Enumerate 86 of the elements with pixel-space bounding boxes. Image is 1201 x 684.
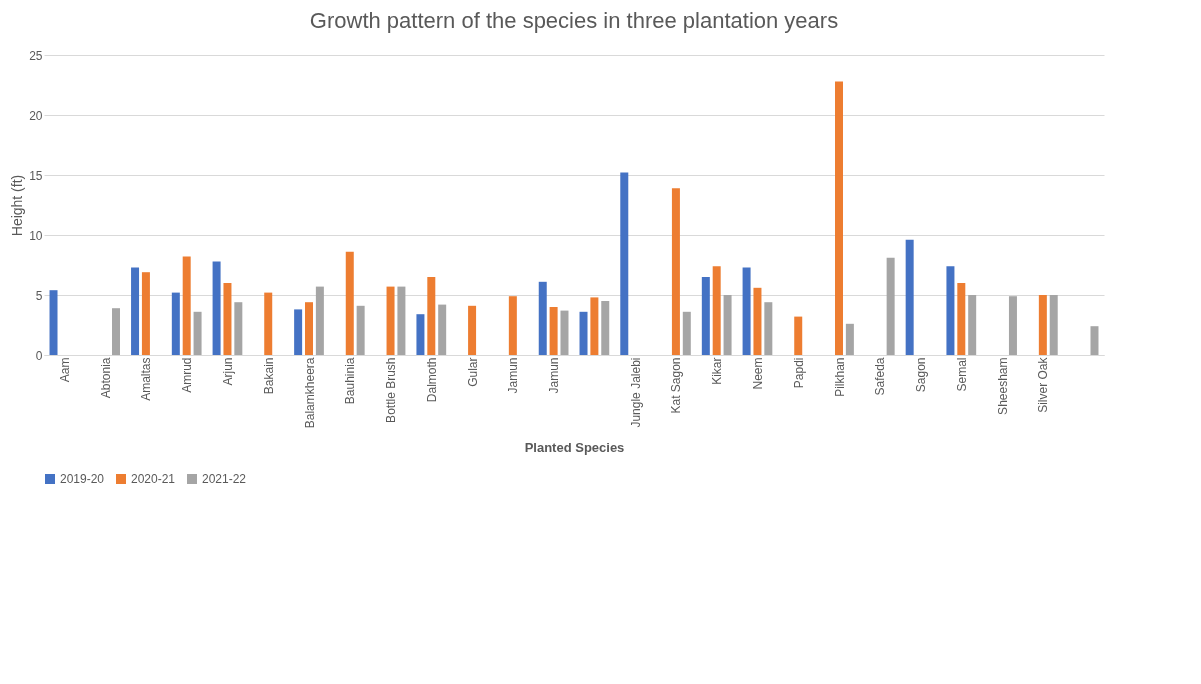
bar xyxy=(753,287,762,355)
y-tick-label: 5 xyxy=(35,288,43,303)
x-tick-label: Sagon xyxy=(914,357,929,393)
bar xyxy=(305,302,313,355)
x-tick-label: Sheesham xyxy=(995,357,1010,415)
bar xyxy=(171,292,180,355)
x-tick-label: Abtonia xyxy=(98,357,113,399)
bar xyxy=(508,296,517,355)
bar xyxy=(131,267,140,355)
x-tick-label: Jungle Jalebi xyxy=(628,357,643,428)
bar xyxy=(671,188,680,355)
x-tick-label: Kat Sagon xyxy=(669,357,684,414)
y-axis-title: Height (ft) xyxy=(9,174,26,237)
bar xyxy=(835,81,843,355)
bar xyxy=(1049,295,1058,355)
bar xyxy=(538,281,547,355)
bar xyxy=(212,261,221,355)
legend-label: 2020-21 xyxy=(131,472,176,486)
bar xyxy=(1038,295,1047,355)
bar xyxy=(49,290,58,355)
x-tick-label: Papdi xyxy=(791,357,806,389)
bar xyxy=(1008,296,1017,355)
bar xyxy=(601,301,610,355)
legend-label: 2021-22 xyxy=(202,472,247,486)
bar xyxy=(946,266,955,355)
bar xyxy=(264,292,273,355)
x-tick-label: Neem xyxy=(750,357,765,390)
bar xyxy=(590,297,599,355)
bar xyxy=(957,283,966,355)
y-tick-label: 25 xyxy=(29,48,43,63)
bar xyxy=(886,257,895,355)
bar xyxy=(549,307,558,355)
x-axis-title: Planted Species xyxy=(524,440,625,456)
bar xyxy=(968,295,977,355)
bar xyxy=(112,308,121,355)
bar xyxy=(234,302,243,355)
bar xyxy=(427,277,436,355)
bar xyxy=(416,314,425,355)
bar xyxy=(315,286,324,355)
x-tick-label: Balamkheera xyxy=(302,357,317,429)
x-tick-label: Jamun xyxy=(506,357,521,394)
x-tick-label: Aam xyxy=(57,357,72,383)
bar xyxy=(468,305,477,355)
x-tick-label: Dalmoth xyxy=(424,357,439,403)
x-tick-label: Gular xyxy=(465,357,480,387)
bar xyxy=(182,256,191,355)
x-tick-label: Amrud xyxy=(180,357,195,393)
bar xyxy=(845,323,854,355)
bar xyxy=(742,267,751,355)
bar xyxy=(620,172,629,355)
bar xyxy=(905,239,914,355)
x-tick-label: Arjun xyxy=(220,357,235,386)
bar xyxy=(579,311,588,355)
x-tick-label: Silver Oak xyxy=(1036,356,1051,413)
x-tick-label: Safeda xyxy=(873,357,888,396)
y-tick-label: 20 xyxy=(29,108,43,123)
x-tick-label: Pilkhan xyxy=(832,357,847,397)
y-tick-label: 10 xyxy=(29,228,43,243)
bar xyxy=(764,302,773,355)
bar xyxy=(1090,326,1099,355)
bar xyxy=(560,310,569,355)
x-tick-label: Kikar xyxy=(710,357,725,385)
x-tick-label: Bottle Brush xyxy=(384,357,399,423)
bar xyxy=(223,283,232,355)
x-tick-label: Semal xyxy=(954,357,969,392)
x-tick-label: Amaltas xyxy=(139,357,154,401)
y-tick-label: 15 xyxy=(29,168,43,183)
bar xyxy=(193,311,202,355)
chart-title: Growth pattern of the species in three plantation years xyxy=(309,8,839,33)
x-tick-label: Bakain xyxy=(261,357,276,395)
x-tick-label: Bauhinia xyxy=(343,357,358,405)
y-tick-label: 0 xyxy=(35,348,43,363)
bar xyxy=(701,277,710,355)
bar xyxy=(386,286,395,355)
bar xyxy=(682,311,691,355)
bar xyxy=(397,286,406,355)
bar xyxy=(356,305,365,355)
bar xyxy=(723,295,732,355)
bar xyxy=(141,272,150,355)
bar xyxy=(438,304,447,355)
bar xyxy=(794,316,803,355)
bar xyxy=(345,251,354,355)
legend-label: 2019-20 xyxy=(60,472,105,486)
bar xyxy=(712,266,721,355)
bar xyxy=(294,309,303,355)
x-tick-label: Jamun xyxy=(547,357,562,394)
